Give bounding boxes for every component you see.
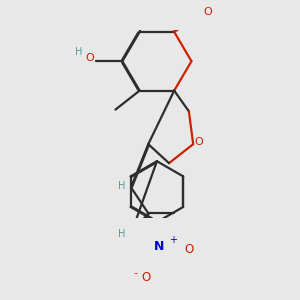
Text: O: O bbox=[85, 53, 94, 63]
Text: O: O bbox=[184, 244, 193, 256]
Text: +: + bbox=[169, 235, 177, 245]
Text: -: - bbox=[134, 268, 137, 278]
Text: O: O bbox=[195, 136, 203, 147]
Text: N: N bbox=[154, 240, 165, 253]
Text: H: H bbox=[75, 46, 82, 56]
Text: H: H bbox=[118, 229, 125, 239]
Text: O: O bbox=[203, 7, 212, 17]
Text: O: O bbox=[141, 271, 151, 284]
Text: H: H bbox=[118, 181, 125, 191]
